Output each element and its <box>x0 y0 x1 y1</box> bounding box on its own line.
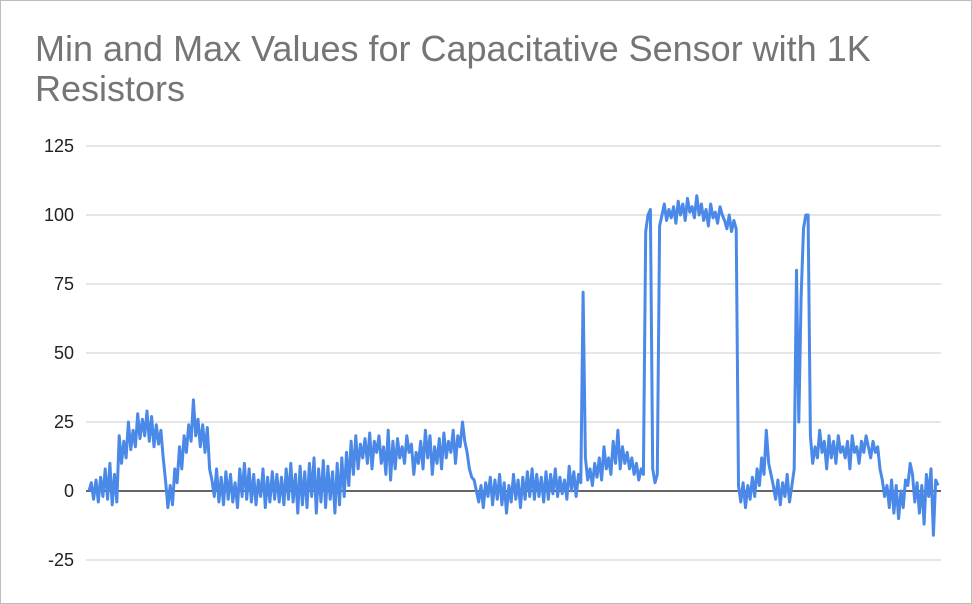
series-layer <box>87 194 940 537</box>
y-axis-ticks: 125 100 75 50 25 0 -25 <box>44 136 74 570</box>
chart-title: Min and Max Values for Capacitative Sens… <box>35 28 871 109</box>
y-tick-label: 0 <box>64 481 74 501</box>
y-tick-label: 75 <box>54 274 74 294</box>
y-tick-label: 50 <box>54 343 74 363</box>
y-tick-label: 125 <box>44 136 74 156</box>
series-line-0 <box>87 194 940 537</box>
y-tick-label: 100 <box>44 205 74 225</box>
y-tick-label: -25 <box>48 550 74 570</box>
y-tick-label: 25 <box>54 412 74 432</box>
